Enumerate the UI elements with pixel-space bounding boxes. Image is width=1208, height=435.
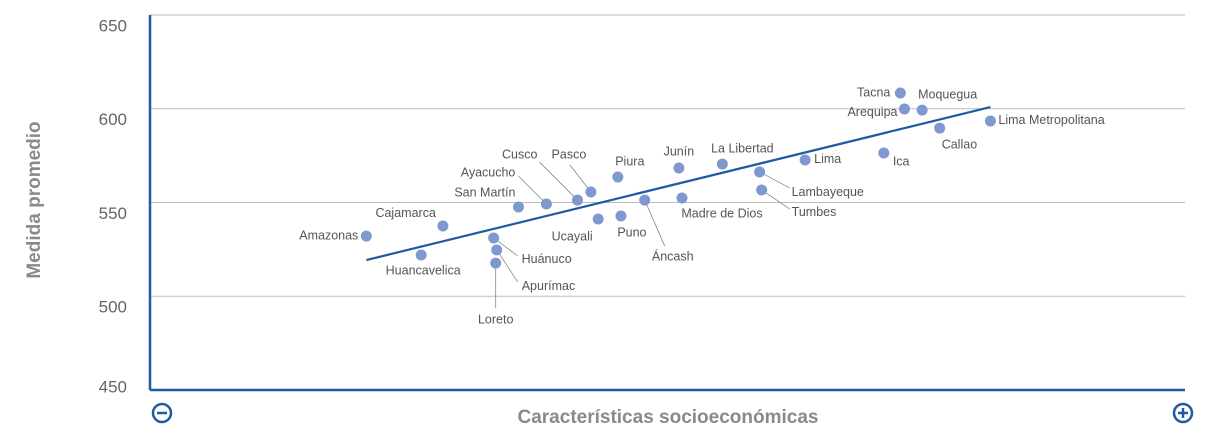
trend-line (366, 105, 991, 262)
point (878, 147, 890, 159)
point-label: Apurímac (522, 279, 576, 293)
leader-line (569, 164, 592, 193)
point (415, 249, 427, 261)
point-label: Tumbes (792, 205, 837, 219)
leader-line (518, 175, 547, 205)
leader-line (761, 189, 790, 210)
leader-line (496, 249, 519, 283)
y-tick-label: 500 (99, 298, 127, 317)
point-label: Arequipa (847, 105, 897, 119)
point-label: Ucayali (552, 229, 593, 243)
y-tick-label: 450 (99, 377, 127, 396)
point (799, 154, 811, 166)
point-label: Lima (814, 152, 841, 166)
point (490, 257, 502, 269)
point (488, 232, 500, 244)
point (491, 244, 503, 256)
point-label: Loreto (478, 312, 513, 326)
point-label: Lambayeque (792, 185, 864, 199)
point-label: Áncash (652, 248, 694, 263)
point-label: La Libertad (711, 141, 774, 155)
point (360, 230, 372, 242)
point (592, 213, 604, 225)
point-label: Cajamarca (375, 206, 435, 220)
point (916, 104, 928, 116)
point-label: Madre de Dios (681, 206, 762, 220)
point-label: Cusco (502, 147, 537, 161)
point (716, 158, 728, 170)
point-label: Lima Metropolitana (998, 113, 1104, 127)
point-label: Ayacucho (461, 165, 516, 179)
minus-icon (151, 402, 173, 424)
y-tick-label: 600 (99, 110, 127, 129)
y-axis-label: Medida promedio (24, 121, 45, 278)
leader-line (759, 171, 790, 189)
y-tick-label: 550 (99, 204, 127, 223)
point-label: San Martín (454, 185, 515, 199)
point (585, 186, 597, 198)
point (512, 201, 524, 213)
point (673, 162, 685, 174)
point (437, 220, 449, 232)
point (984, 115, 996, 127)
point-label: Ica (893, 154, 910, 168)
point (894, 87, 906, 99)
point (540, 198, 552, 210)
point-label: Huánuco (522, 252, 572, 266)
point-label: Pasco (552, 147, 587, 161)
point-label: Amazonas (299, 228, 358, 242)
point-label: Tacna (857, 85, 890, 99)
point (639, 194, 651, 206)
point (934, 122, 946, 134)
point-label: Moquegua (918, 87, 977, 101)
leader-line (539, 161, 578, 201)
point (612, 171, 624, 183)
point (676, 192, 688, 204)
leader-line (644, 199, 666, 247)
point (899, 103, 911, 115)
point-label: Puno (617, 225, 646, 239)
y-tick-label: 650 (99, 16, 127, 35)
point (615, 210, 627, 222)
point-label: Callao (942, 137, 977, 151)
plus-icon (1172, 402, 1194, 424)
point (754, 166, 766, 178)
x-axis-label: Características socioeconómicas (518, 407, 819, 428)
point-label: Piura (615, 154, 644, 168)
point-label: Huancavelica (386, 263, 461, 277)
point-label: Junín (664, 144, 695, 158)
point (756, 184, 768, 196)
point (571, 194, 583, 206)
